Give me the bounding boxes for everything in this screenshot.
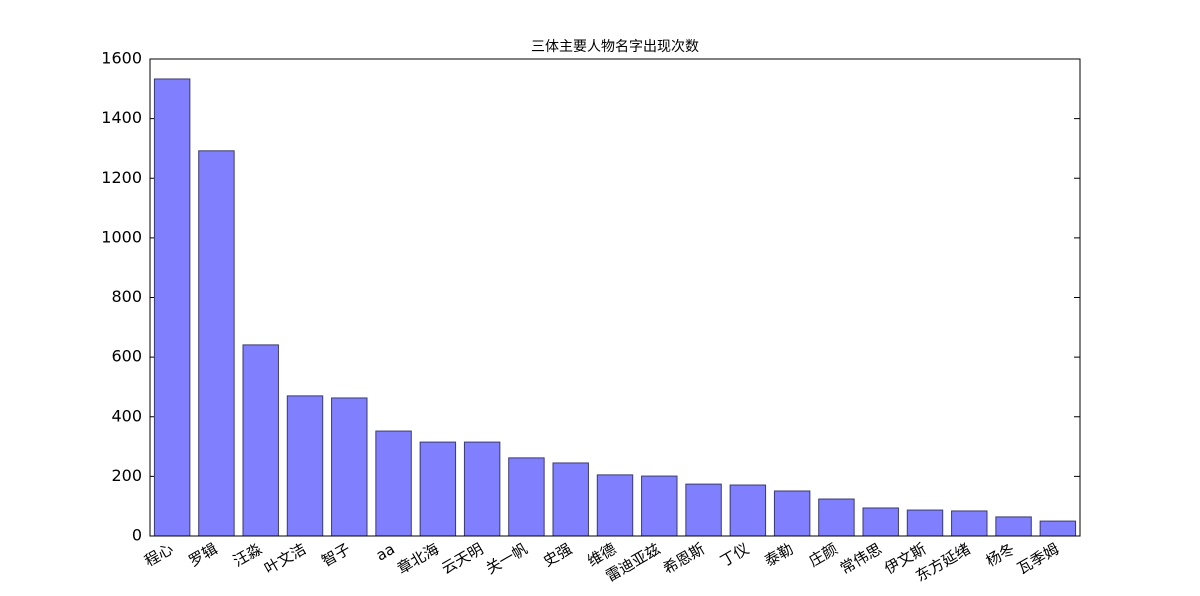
chart-title: 三体主要人物名字出现次数 bbox=[531, 39, 699, 55]
bar bbox=[995, 516, 1032, 537]
bar bbox=[773, 490, 811, 537]
bar bbox=[419, 441, 457, 537]
y-tick-label: 0 bbox=[132, 526, 142, 545]
y-tick-label: 800 bbox=[111, 287, 142, 306]
y-tick-label: 600 bbox=[111, 347, 142, 366]
bar bbox=[508, 457, 545, 537]
y-tick-label: 1000 bbox=[101, 227, 142, 246]
y-tick-label: 200 bbox=[111, 466, 142, 485]
bar bbox=[818, 498, 855, 537]
y-tick-label: 1400 bbox=[101, 108, 142, 127]
bar bbox=[641, 475, 678, 537]
bar bbox=[331, 397, 368, 537]
bar bbox=[596, 474, 634, 537]
bar bbox=[375, 430, 412, 537]
bar bbox=[242, 344, 279, 537]
bar bbox=[951, 510, 988, 537]
bar bbox=[729, 484, 767, 537]
bar bbox=[906, 509, 944, 537]
bar bbox=[198, 150, 235, 537]
bar bbox=[463, 441, 501, 537]
plot-frame bbox=[149, 58, 1081, 537]
bar bbox=[1039, 520, 1077, 537]
bar bbox=[685, 483, 722, 537]
y-tick-label: 400 bbox=[111, 406, 142, 425]
y-tick-label: 1600 bbox=[101, 49, 142, 68]
bar bbox=[552, 462, 589, 537]
bar bbox=[862, 507, 899, 537]
y-tick-label: 1200 bbox=[101, 168, 142, 187]
bar bbox=[286, 395, 324, 537]
bar bbox=[153, 78, 191, 537]
